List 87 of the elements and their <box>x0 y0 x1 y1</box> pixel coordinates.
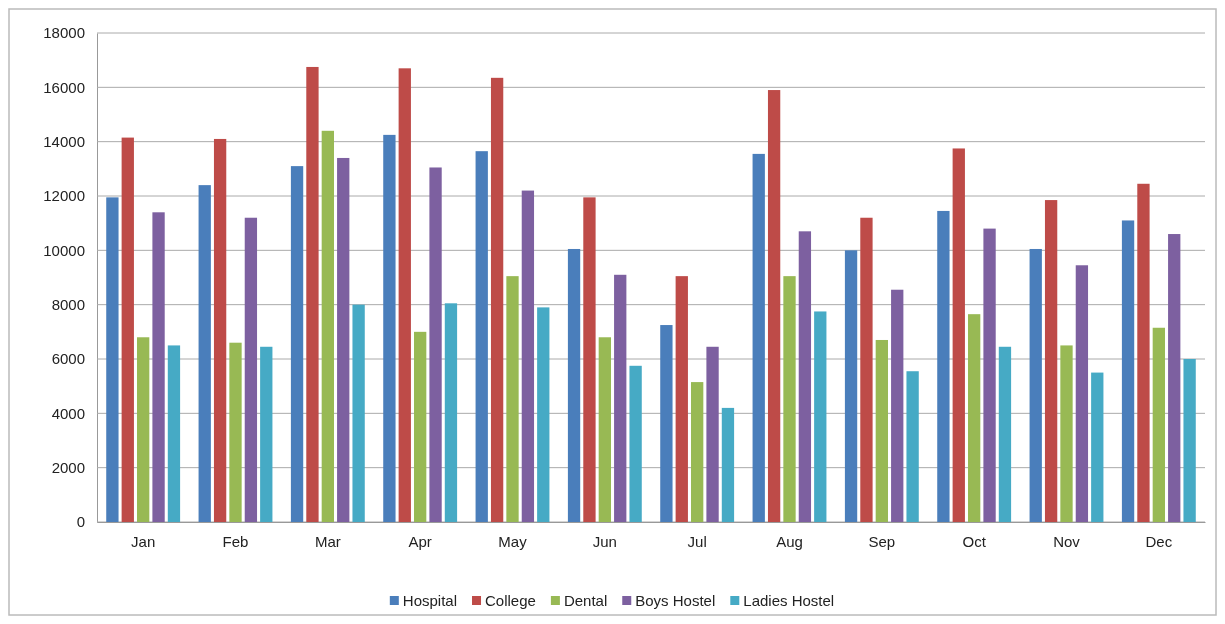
bar <box>583 197 596 522</box>
legend-label: Ladies Hostel <box>743 592 835 609</box>
bar <box>798 231 812 522</box>
y-tick-label: 16000 <box>43 78 85 96</box>
y-tick-label: 0 <box>76 513 85 531</box>
bar <box>414 331 427 522</box>
bar <box>675 276 688 522</box>
bar <box>983 228 996 522</box>
bar <box>321 130 334 522</box>
bar <box>860 217 873 522</box>
legend-label: Hospital <box>402 592 458 609</box>
bar <box>475 151 488 522</box>
bar <box>1060 345 1073 522</box>
bar <box>383 134 396 522</box>
bar <box>767 90 781 522</box>
bar <box>629 365 642 522</box>
bar <box>506 276 519 522</box>
bar <box>891 289 904 522</box>
x-tick-label: Sep <box>868 532 896 550</box>
bar <box>537 307 550 522</box>
legend-label: Dental <box>563 592 608 609</box>
bar <box>429 167 442 522</box>
bar <box>152 212 165 522</box>
bar <box>1029 248 1042 522</box>
bar <box>937 210 950 522</box>
x-tick-label: Nov <box>1053 532 1081 550</box>
bar <box>398 68 411 522</box>
bar <box>1044 200 1058 522</box>
bar <box>706 346 719 522</box>
x-tick-label: Jun <box>592 532 617 550</box>
x-tick-label: Jan <box>131 532 156 550</box>
bar <box>952 148 965 522</box>
y-tick-label: 18000 <box>43 24 85 42</box>
bar <box>875 339 888 522</box>
y-tick-label: 2000 <box>51 458 85 476</box>
bar <box>1121 220 1135 522</box>
bar <box>1075 265 1089 522</box>
bar <box>213 138 227 522</box>
bar <box>244 217 258 522</box>
y-tick-label: 10000 <box>43 241 85 259</box>
y-tick-label: 14000 <box>43 132 85 150</box>
x-tick-label: May <box>498 532 528 550</box>
y-tick-label: 6000 <box>51 350 85 368</box>
bar <box>521 190 535 522</box>
bar <box>337 157 350 522</box>
bar <box>1183 359 1196 522</box>
bar <box>844 250 858 522</box>
bar <box>167 345 181 522</box>
bar <box>721 407 735 522</box>
legend-label: Boys Hostel <box>635 592 716 609</box>
bar <box>352 304 365 522</box>
legend-label: College <box>485 592 536 609</box>
bar <box>137 337 150 522</box>
x-tick-label: Aug <box>776 532 803 550</box>
bar <box>691 382 704 522</box>
bar <box>1168 234 1181 522</box>
bar <box>198 185 211 522</box>
bar <box>906 371 919 522</box>
bar <box>290 166 304 522</box>
bar <box>598 337 611 522</box>
bar <box>660 325 673 522</box>
bar <box>614 274 627 522</box>
x-tick-label: Dec <box>1145 532 1173 550</box>
bar <box>306 66 319 522</box>
bar <box>968 314 981 522</box>
bar <box>490 77 504 522</box>
y-tick-label: 4000 <box>51 404 85 422</box>
bar <box>121 137 134 522</box>
bar <box>444 303 458 522</box>
bar <box>998 346 1012 522</box>
bar <box>752 153 765 522</box>
x-tick-label: Apr <box>408 532 432 550</box>
bar <box>783 276 796 522</box>
bar <box>1152 327 1165 522</box>
x-tick-label: Jul <box>687 532 707 550</box>
y-tick-label: 8000 <box>51 295 85 313</box>
bar <box>106 197 119 522</box>
bar <box>814 311 827 522</box>
bar <box>567 248 581 522</box>
bar <box>260 346 273 522</box>
x-tick-label: Feb <box>222 532 249 550</box>
x-tick-label: Mar <box>314 532 341 550</box>
bar <box>1091 372 1104 522</box>
bar <box>1137 183 1150 522</box>
y-tick-label: 12000 <box>43 187 85 205</box>
x-tick-label: Oct <box>962 532 987 550</box>
bar <box>229 342 242 522</box>
